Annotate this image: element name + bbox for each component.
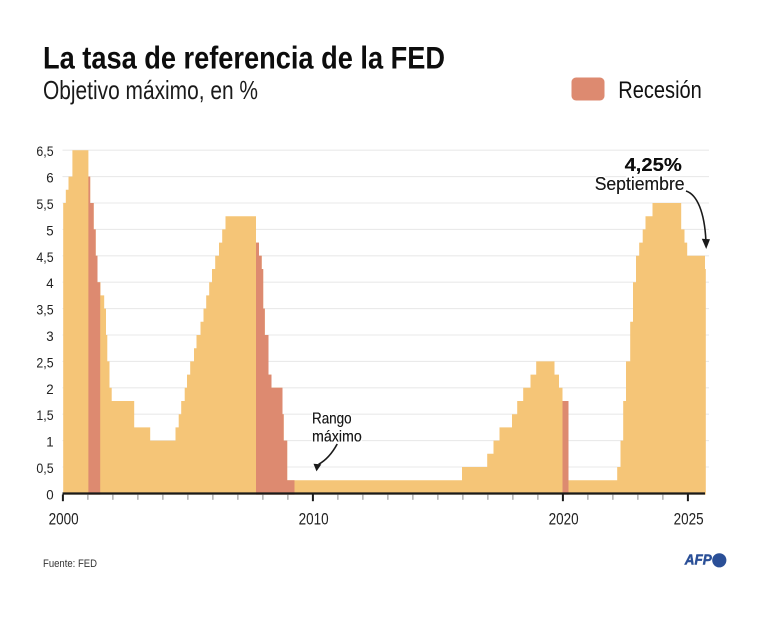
- svg-text:1: 1: [46, 435, 53, 450]
- svg-text:Fuente: FED: Fuente: FED: [43, 558, 97, 570]
- svg-text:2,5: 2,5: [36, 355, 53, 370]
- svg-text:4: 4: [46, 276, 54, 291]
- svg-text:5: 5: [46, 223, 53, 238]
- svg-text:3,5: 3,5: [36, 303, 53, 318]
- svg-text:0: 0: [46, 487, 53, 502]
- svg-text:6,5: 6,5: [36, 144, 53, 159]
- svg-text:2010: 2010: [299, 510, 329, 529]
- svg-text:4,25%: 4,25%: [625, 155, 682, 175]
- svg-text:máximo: máximo: [312, 429, 362, 446]
- svg-text:2000: 2000: [49, 510, 79, 529]
- svg-text:3: 3: [46, 329, 53, 344]
- svg-text:Rango: Rango: [312, 411, 352, 428]
- svg-text:Recesión: Recesión: [618, 77, 702, 104]
- svg-text:Septiembre: Septiembre: [595, 174, 685, 194]
- svg-text:Rango: Rango: [312, 411, 352, 428]
- svg-text:4,5: 4,5: [36, 250, 53, 265]
- svg-text:4,25%: 4,25%: [625, 155, 682, 175]
- svg-text:2020: 2020: [549, 510, 579, 529]
- svg-text:0,5: 0,5: [36, 461, 53, 476]
- svg-text:Septiembre: Septiembre: [595, 174, 685, 194]
- svg-text:1,5: 1,5: [36, 408, 53, 423]
- svg-text:2025: 2025: [674, 510, 704, 529]
- svg-text:La tasa de referencia de la FE: La tasa de referencia de la FED: [43, 40, 445, 76]
- svg-text:6: 6: [46, 171, 53, 186]
- svg-text:AFP: AFP: [684, 552, 713, 569]
- svg-text:2: 2: [46, 382, 53, 397]
- svg-text:5,5: 5,5: [36, 197, 53, 212]
- svg-text:máximo: máximo: [312, 429, 362, 446]
- svg-text:Objetivo máximo, en %: Objetivo máximo, en %: [43, 75, 258, 105]
